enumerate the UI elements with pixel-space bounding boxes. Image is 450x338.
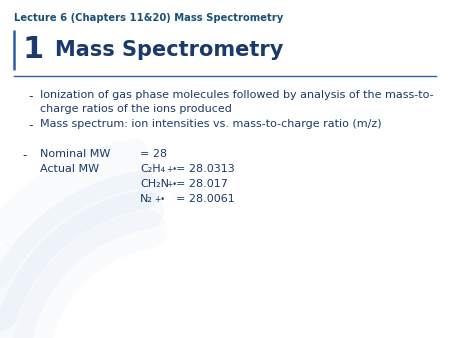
Text: -: - xyxy=(22,149,27,162)
Text: Mass spectrum: ion intensities vs. mass-to-charge ratio (m/z): Mass spectrum: ion intensities vs. mass-… xyxy=(40,119,382,129)
Text: 1: 1 xyxy=(22,35,43,65)
Text: charge ratios of the ions produced: charge ratios of the ions produced xyxy=(40,104,232,114)
Text: = 28.0061: = 28.0061 xyxy=(176,194,235,204)
Text: -: - xyxy=(28,90,32,103)
Text: Nominal MW: Nominal MW xyxy=(40,149,110,159)
Text: +•: +• xyxy=(166,180,177,189)
Text: = 28.017: = 28.017 xyxy=(176,179,228,189)
Text: +•: +• xyxy=(166,165,177,174)
Text: N₂: N₂ xyxy=(140,194,153,204)
Text: CH₂N: CH₂N xyxy=(140,179,169,189)
Text: = 28: = 28 xyxy=(140,149,167,159)
Text: Actual MW: Actual MW xyxy=(40,164,99,174)
Text: = 28.0313: = 28.0313 xyxy=(176,164,235,174)
Text: +•: +• xyxy=(154,195,165,204)
Text: Lecture 6 (Chapters 11&20) Mass Spectrometry: Lecture 6 (Chapters 11&20) Mass Spectrom… xyxy=(14,13,283,23)
Text: Mass Spectrometry: Mass Spectrometry xyxy=(55,40,284,60)
Text: -: - xyxy=(28,119,32,132)
Text: C₂H₄: C₂H₄ xyxy=(140,164,165,174)
Text: Ionization of gas phase molecules followed by analysis of the mass-to-: Ionization of gas phase molecules follow… xyxy=(40,90,434,100)
